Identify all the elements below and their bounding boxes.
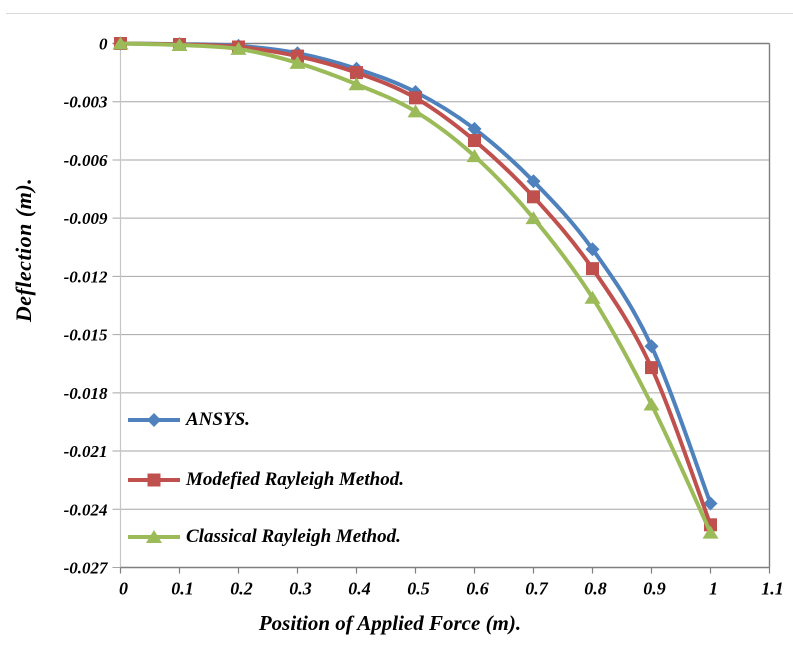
data-point-marker-2 <box>702 525 719 539</box>
data-point-marker-1 <box>586 262 599 276</box>
data-point-marker-0 <box>526 174 541 189</box>
legend-item-classical-rayleigh: Classical Rayleigh Method. <box>128 526 401 548</box>
y-tick-label: -0.015 <box>64 326 108 345</box>
data-point-marker-0 <box>467 121 482 136</box>
legend-item-modefied-rayleigh: Modefied Rayleigh Method. <box>128 469 404 491</box>
data-point-marker-2 <box>643 397 660 411</box>
x-tick-label: 0.9 <box>643 579 666 599</box>
data-point-marker-1 <box>468 134 481 148</box>
data-point-marker-1 <box>645 361 658 375</box>
x-tick-label: 0.4 <box>348 579 371 599</box>
legend-label-modefied-rayleigh: Modefied Rayleigh Method. <box>186 469 404 490</box>
data-point-marker-2 <box>407 104 424 118</box>
y-tick-label: -0.003 <box>64 93 108 112</box>
x-tick-label: 0.7 <box>525 579 549 599</box>
x-tick-label: 1 <box>709 579 718 599</box>
data-point-marker-0 <box>644 339 659 354</box>
data-point-marker-0 <box>585 242 600 257</box>
x-tick-label: 0.5 <box>407 579 430 599</box>
x-axis-title: Position of Applied Force (m). <box>258 611 522 635</box>
data-point-marker-1 <box>527 190 540 204</box>
x-tick-label: 0 <box>119 579 128 599</box>
data-point-marker-2 <box>230 41 247 55</box>
y-axis-title: Deflection (m). <box>11 177 36 323</box>
legend-marker-glyph <box>146 530 162 543</box>
data-point-marker-2 <box>289 55 306 69</box>
x-tick-label: 1.1 <box>761 579 784 599</box>
y-tick-label: -0.021 <box>64 442 108 461</box>
y-tick-label: -0.006 <box>64 151 108 170</box>
data-point-marker-2 <box>466 149 483 163</box>
legend-marker-triangle-icon <box>128 530 180 543</box>
legend-marker-square-icon <box>128 473 180 487</box>
y-tick-label: -0.012 <box>64 267 108 286</box>
legend-marker-diamond-icon <box>128 413 180 427</box>
legend-label-classical-rayleigh: Classical Rayleigh Method. <box>186 526 401 547</box>
x-tick-label: 0.6 <box>466 579 489 599</box>
y-tick-label: -0.027 <box>64 559 109 578</box>
data-point-marker-1 <box>409 91 422 105</box>
legend-item-ansys: ANSYS. <box>128 409 250 431</box>
y-tick-label: -0.024 <box>64 500 108 519</box>
x-tick-label: 0.8 <box>584 579 607 599</box>
legend-marker-glyph <box>147 413 161 427</box>
y-tick-label: 0 <box>99 35 108 54</box>
x-tick-label: 0.1 <box>171 579 194 599</box>
top-divider-line <box>6 13 793 14</box>
y-tick-label: -0.009 <box>64 209 108 228</box>
data-point-marker-2 <box>584 290 601 304</box>
data-point-marker-2 <box>112 36 129 50</box>
data-point-marker-0 <box>703 496 718 511</box>
data-point-marker-2 <box>525 211 542 225</box>
x-tick-label: 0.3 <box>289 579 312 599</box>
x-tick-label: 0.2 <box>230 579 253 599</box>
legend-label-ansys: ANSYS. <box>186 409 250 430</box>
y-tick-label: -0.018 <box>64 384 108 403</box>
data-point-marker-2 <box>171 38 188 52</box>
data-point-marker-2 <box>348 77 365 91</box>
legend-marker-glyph <box>147 473 161 487</box>
data-point-marker-1 <box>350 66 363 80</box>
